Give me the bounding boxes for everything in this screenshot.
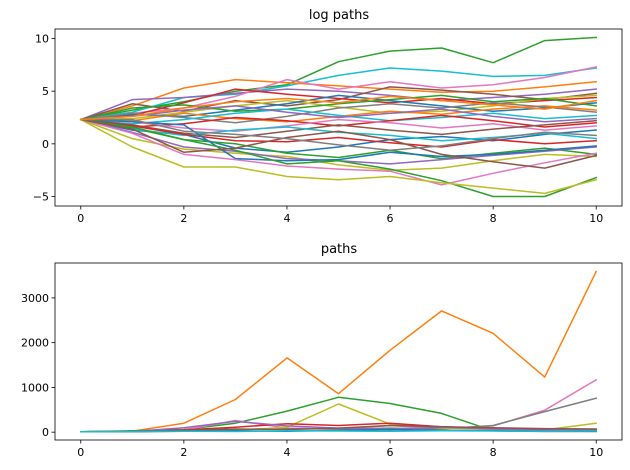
log-paths-axes: log paths 0 2 4 6 8 10 −5 0 5 10: [33, 8, 623, 225]
log-paths-x-tick-label: 0: [77, 212, 84, 225]
paths-series-line-1: [80, 270, 598, 433]
log-paths-series-line-2: [79, 67, 598, 121]
log-paths-series-line-14: [80, 105, 597, 123]
log-paths-series-line-21: [79, 118, 597, 171]
log-paths-series-line-10: [79, 94, 598, 121]
log-paths-y-tick-label: −5: [33, 191, 49, 204]
paths-y-tick-label: 1000: [21, 381, 49, 394]
log-paths-series-line-5: [79, 86, 598, 121]
paths-x-tick-label: 4: [283, 446, 290, 459]
paths-lines: [80, 270, 598, 433]
log-paths-series-line-3: [79, 78, 598, 121]
log-paths-y-tick-label: 10: [35, 32, 49, 45]
paths-x-tick-label: 6: [387, 446, 394, 459]
log-paths-series-line-28: [79, 118, 598, 169]
log-paths-series-line-30: [80, 95, 598, 121]
paths-y-tick-label: 2000: [21, 337, 49, 350]
log-paths-series-line-1: [79, 36, 597, 121]
log-paths-x-tick-label: 10: [589, 212, 603, 225]
paths-x-tick-label: 8: [490, 446, 497, 459]
log-paths-series-line-23: [79, 118, 597, 148]
log-paths-frame: [54, 28, 623, 207]
log-paths-series-line-29: [80, 118, 597, 151]
paths-y-tick-label: 0: [42, 426, 49, 439]
paths-axes: paths 0 2 4 6 8 10 0 1000 2000 3000: [21, 242, 623, 459]
log-paths-series-line-27: [79, 118, 598, 195]
paths-title: paths: [321, 242, 358, 257]
paths-x-tick-label: 0: [77, 446, 84, 459]
log-paths-x-tick-label: 6: [387, 212, 394, 225]
log-paths-series-line-13: [79, 108, 597, 125]
log-paths-lines: [79, 36, 598, 198]
log-paths-series-line-24: [80, 118, 598, 162]
log-paths-series-line-8: [80, 94, 597, 121]
paths-y-tick-label: 3000: [21, 292, 49, 305]
log-paths-series-line-6: [79, 66, 598, 121]
log-paths-y-tick-label: 0: [42, 138, 49, 151]
log-paths-series-line-26: [79, 118, 598, 198]
log-paths-series-line-15: [79, 114, 598, 128]
paths-frame: [54, 262, 623, 441]
log-paths-x-tick-label: 4: [283, 212, 290, 225]
log-paths-x-tick-label: 8: [490, 212, 497, 225]
log-paths-series-line-18: [79, 118, 598, 139]
log-paths-ticks: 0 2 4 6 8 10 −5 0 5 10: [33, 32, 603, 225]
paths-ticks: 0 2 4 6 8 10 0 1000 2000 3000: [21, 292, 603, 459]
paths-x-tick-label: 2: [180, 446, 187, 459]
log-paths-x-tick-label: 2: [180, 212, 187, 225]
log-paths-series-line-12: [79, 102, 598, 124]
log-paths-y-tick-label: 5: [42, 85, 49, 98]
paths-x-tick-label: 10: [589, 446, 603, 459]
paths-series-line-10: [80, 430, 597, 433]
log-paths-series-line-25: [79, 118, 598, 186]
log-paths-series-line-16: [80, 118, 598, 132]
log-paths-title: log paths: [309, 8, 370, 23]
